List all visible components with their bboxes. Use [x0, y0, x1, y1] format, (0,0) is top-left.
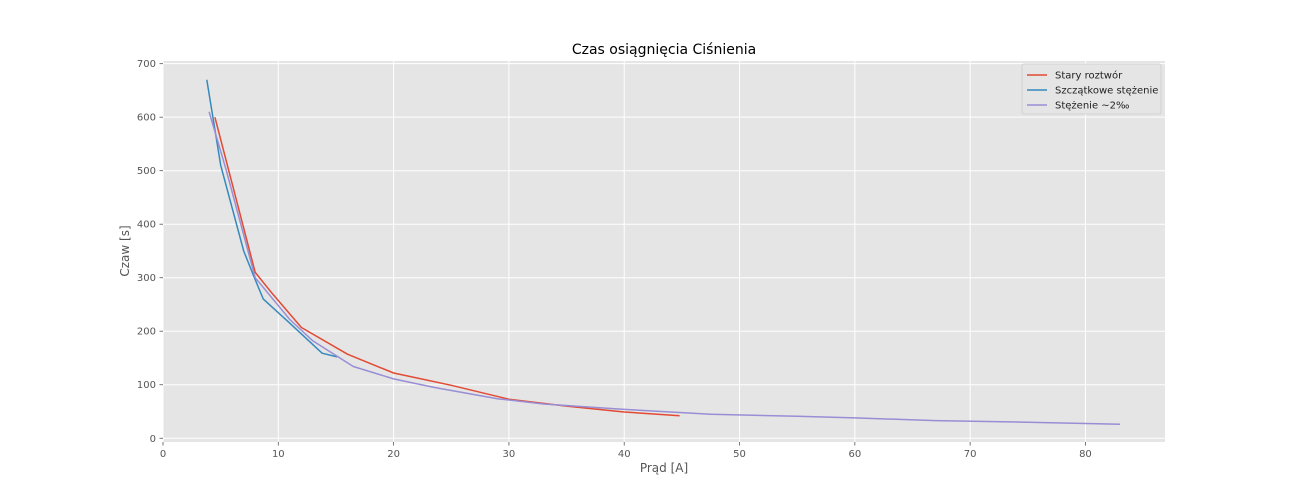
x-tick-label: 20 [387, 449, 400, 460]
x-tick-label: 70 [964, 449, 977, 460]
y-tick-label: 400 [137, 220, 156, 231]
y-tick-label: 500 [137, 166, 156, 177]
legend: Stary roztwór Szczątkowe stężenie Stężenie… [1021, 63, 1162, 115]
chart-title: Czas osiągnięcia Ciśnienia [572, 42, 756, 58]
x-tick-label: 60 [848, 449, 861, 460]
x-axis-label: Prąd [A] [640, 461, 688, 475]
x-tick-label: 0 [160, 449, 166, 460]
series-line-3 [208, 111, 1121, 426]
legend-label: Stary roztwór [1055, 70, 1123, 82]
series-line-2 [206, 79, 338, 358]
plot-background [163, 61, 1165, 442]
legend-box [1021, 63, 1162, 115]
series-lines [206, 79, 1121, 426]
y-tick-label: 700 [137, 59, 156, 70]
x-tick-label: 40 [618, 449, 631, 460]
y-tick-label: 200 [137, 327, 156, 338]
x-tick-label: 50 [733, 449, 746, 460]
y-tick-label: 300 [137, 273, 156, 284]
legend-label: Szczątkowe stężenie [1055, 86, 1158, 97]
y-tick-label: 0 [150, 434, 156, 445]
series-line-1 [214, 117, 680, 417]
x-tick-label: 80 [1079, 449, 1092, 460]
y-tick-label: 100 [137, 380, 156, 391]
x-tick-label: 30 [503, 449, 516, 460]
tick-labels: 0 10 20 30 40 50 60 70 80 0 100 200 300 400 500 600 700 [137, 59, 1092, 460]
grid-lines [162, 61, 1165, 442]
y-axis-label: Czaw [s] [118, 225, 132, 276]
x-tick-label: 10 [272, 449, 285, 460]
legend-label: Stężenie ~2‰ [1055, 101, 1129, 112]
y-tick-label: 600 [137, 113, 156, 124]
